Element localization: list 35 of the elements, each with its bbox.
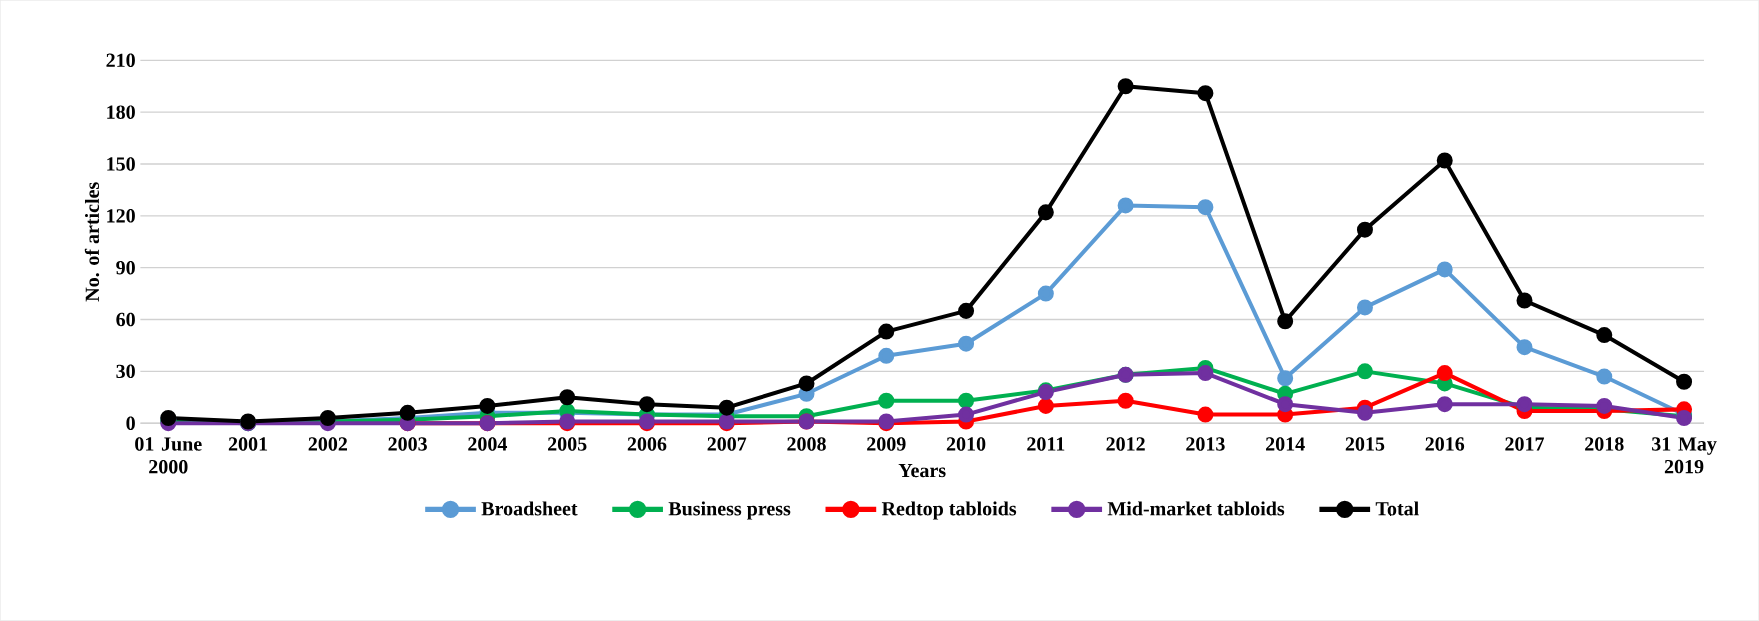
x-tick-label: 2013 xyxy=(1186,437,1225,451)
x-tick-label: 2012 xyxy=(1106,437,1145,451)
y-tick-label: 150 xyxy=(107,157,135,171)
legend-label: Business press xyxy=(668,501,791,520)
x-tick-label: 2010 xyxy=(946,437,986,451)
x-tick-label: 2005 xyxy=(548,437,587,451)
x-tick-label: 31 May 2019 xyxy=(1652,437,1717,474)
x-tick-label: 2002 xyxy=(308,437,347,451)
x-tick-label: 2017 xyxy=(1505,437,1545,451)
legend-label: Mid-market tabloids xyxy=(1107,501,1285,516)
x-tick-label: 2006 xyxy=(627,437,667,451)
y-tick-label: 180 xyxy=(107,105,135,119)
x-tick-label: 2007 xyxy=(707,437,747,451)
y-tick-label: 60 xyxy=(116,312,135,327)
x-tick-label: 2004 xyxy=(468,437,508,451)
x-tick-label: 2008 xyxy=(787,437,826,451)
x-axis-title: Years xyxy=(898,463,946,478)
y-tick-label: 210 xyxy=(106,53,135,68)
y-tick-label: 30 xyxy=(116,364,135,379)
x-tick-label: 2018 xyxy=(1585,437,1624,451)
y-tick-label: 90 xyxy=(116,260,135,275)
legend-label: Total xyxy=(1375,501,1419,516)
x-tick-label: 2003 xyxy=(388,437,427,451)
legend-label: Broadsheet xyxy=(481,501,578,516)
x-tick-label: 01 June 2000 xyxy=(135,437,202,474)
x-tick-label: 2009 xyxy=(867,437,906,451)
y-tick-label: 120 xyxy=(107,209,135,223)
x-tick-label: 2011 xyxy=(1027,437,1065,451)
x-tick-label: 2001 xyxy=(228,437,268,451)
x-tick-label: 2014 xyxy=(1266,437,1305,451)
legend-label: Redtop tabloids xyxy=(881,501,1017,520)
y-tick-label: 0 xyxy=(126,416,135,430)
x-tick-label: 2016 xyxy=(1425,437,1465,451)
y-axis-title: No. of articles xyxy=(84,182,100,302)
x-tick-label: 2015 xyxy=(1345,437,1385,451)
